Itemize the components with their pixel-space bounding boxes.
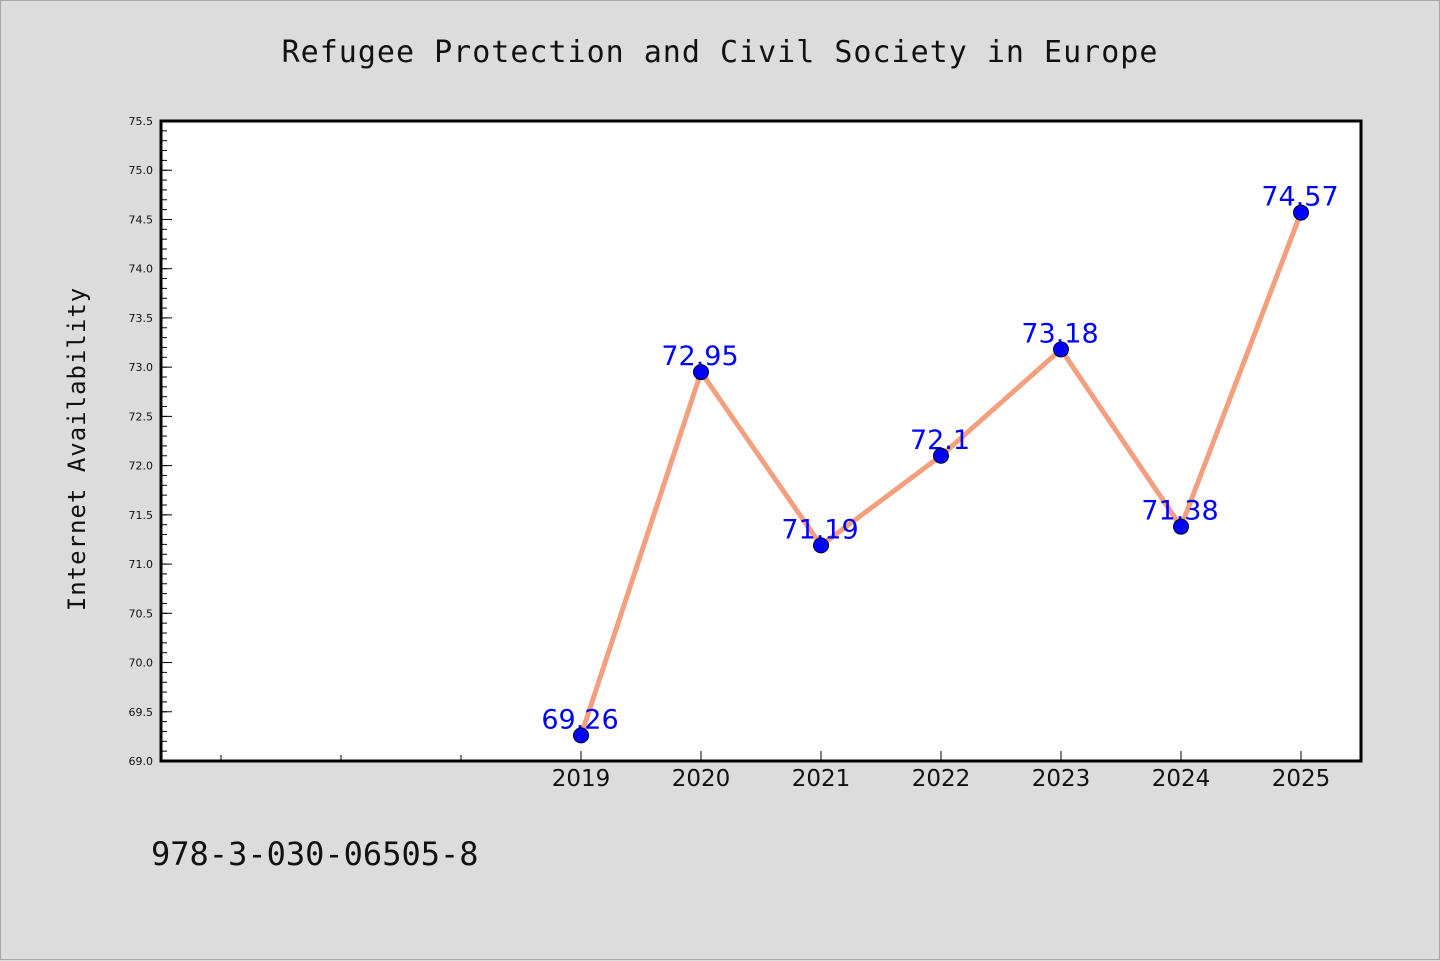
y-tick-label: 72.0 — [129, 460, 154, 473]
data-point — [693, 364, 709, 381]
y-tick-label: 69.5 — [129, 706, 154, 719]
data-point — [1053, 341, 1069, 358]
y-tick-label: 75.0 — [129, 164, 154, 177]
data-point — [933, 447, 949, 464]
y-tick-label: 71.5 — [129, 509, 154, 522]
data-point — [813, 537, 829, 554]
y-tick-label: 73.5 — [129, 312, 154, 325]
plot-frame — [159, 119, 1363, 763]
x-tick-label: 2021 — [792, 766, 851, 792]
x-tick-label: 2023 — [1032, 766, 1091, 792]
y-tick-label: 72.5 — [129, 410, 154, 423]
y-tick-label: 70.0 — [129, 657, 154, 670]
x-tick-label: 2019 — [552, 766, 611, 792]
data-point — [573, 727, 589, 744]
plot-area — [161, 121, 1361, 761]
y-tick-label: 73.0 — [129, 361, 154, 374]
x-tick-label: 2024 — [1152, 766, 1211, 792]
x-tick-label: 2022 — [912, 766, 971, 792]
y-tick-label: 70.5 — [129, 607, 154, 620]
data-point — [1173, 518, 1189, 535]
y-tick-label: 74.5 — [129, 213, 154, 226]
x-tick-label: 2020 — [672, 766, 731, 792]
y-tick-label: 69.0 — [129, 755, 154, 768]
y-tick-label: 71.0 — [129, 558, 154, 571]
y-tick-label: 75.5 — [129, 115, 154, 128]
y-tick-label: 74.0 — [129, 263, 154, 276]
x-tick-label: 2025 — [1272, 766, 1331, 792]
chart-title: Refugee Protection and Civil Society in … — [281, 35, 1159, 70]
isbn-text: 978-3-030-06505-8 — [151, 835, 479, 873]
data-point — [1293, 204, 1309, 221]
